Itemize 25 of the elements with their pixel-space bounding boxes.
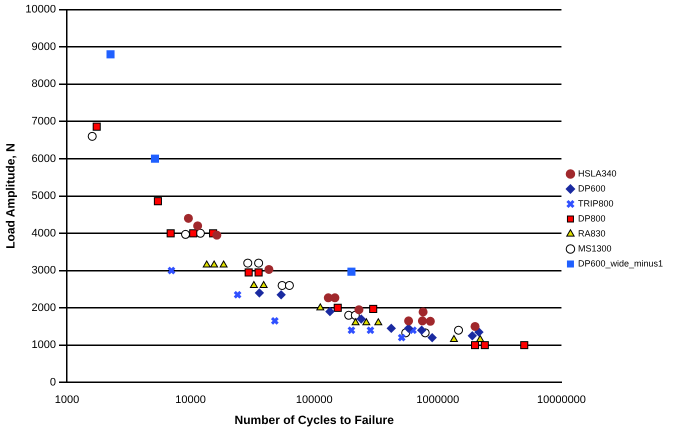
y-tick-label: 7000 xyxy=(32,115,56,128)
legend-label: HSLA340 xyxy=(578,168,616,178)
legend-label: DP800 xyxy=(578,213,606,224)
y-axis-title: Load Amplitude, N xyxy=(4,143,18,249)
legend-label: TRIP800 xyxy=(578,198,614,208)
y-tick-label: 6000 xyxy=(32,152,56,165)
x-axis-title: Number of Cycles to Failure xyxy=(234,413,394,428)
y-tick-label: 2000 xyxy=(32,302,56,314)
legend-label: MS1300 xyxy=(578,243,612,254)
y-tick-label: 10000 xyxy=(25,4,56,16)
y-tick-label: 8000 xyxy=(32,78,56,90)
x-tick-label: 10000000 xyxy=(536,394,586,406)
x-tick-label: 1000 xyxy=(54,394,80,406)
y-tick-label: 3000 xyxy=(32,264,56,277)
y-tick-label: 0 xyxy=(50,376,56,388)
y-tick-label: 4000 xyxy=(32,227,56,240)
legend-label: RA830 xyxy=(578,228,606,238)
legend-label: DP600_wide_minus1 xyxy=(578,258,664,268)
y-tick-label: 1000 xyxy=(32,339,56,352)
y-tick-label: 9000 xyxy=(32,40,56,53)
x-tick-label: 10000 xyxy=(175,394,206,406)
x-tick-label: 100000 xyxy=(296,394,333,406)
x-tick-label: 1000000 xyxy=(416,394,460,406)
y-tick-label: 5000 xyxy=(32,190,56,202)
legend-label: DP600 xyxy=(578,183,606,194)
